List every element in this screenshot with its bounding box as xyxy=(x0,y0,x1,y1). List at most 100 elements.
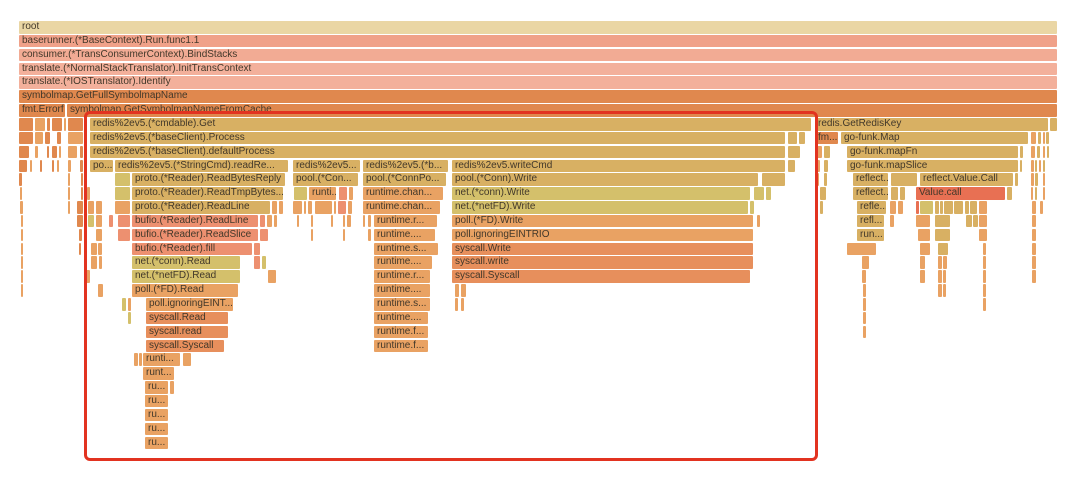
flame-frame[interactable]: syscall.Syscall xyxy=(146,339,224,353)
flame-frame-small[interactable] xyxy=(938,270,942,283)
flame-frame[interactable]: runti... xyxy=(309,187,336,200)
flame-frame-small[interactable] xyxy=(349,187,353,200)
flame-frame[interactable]: refle... xyxy=(857,201,886,214)
flame-frame-small[interactable] xyxy=(983,284,986,297)
flame-frame[interactable]: proto.(*Reader).ReadLine xyxy=(132,201,270,214)
flame-frame-small[interactable] xyxy=(943,256,947,269)
flame-frame-small[interactable] xyxy=(799,131,805,145)
flame-frame-small[interactable] xyxy=(1043,173,1045,186)
flame-frame-small[interactable] xyxy=(455,298,458,311)
flame-frame-small[interactable] xyxy=(47,145,49,159)
flame-frame-small[interactable] xyxy=(938,284,942,297)
flame-frame-small[interactable] xyxy=(80,145,83,159)
flame-frame[interactable]: runtime.chan... xyxy=(363,187,443,200)
flame-frame[interactable]: go-funk.Map xyxy=(841,131,1028,145)
flame-frame[interactable]: runtime.... xyxy=(374,284,430,297)
flame-frame[interactable]: runtime.f... xyxy=(374,325,428,339)
flame-frame[interactable]: fm... xyxy=(815,131,838,145)
flame-frame-small[interactable] xyxy=(19,118,33,131)
flame-frame-small[interactable] xyxy=(260,214,265,228)
flame-frame-small[interactable] xyxy=(1032,256,1036,269)
flame-frame-small[interactable] xyxy=(68,118,83,131)
flame-frame-small[interactable] xyxy=(68,187,70,200)
flame-frame-small[interactable] xyxy=(1020,145,1023,159)
flame-frame-small[interactable] xyxy=(1032,228,1036,242)
flame-frame[interactable]: syscall.Write xyxy=(452,242,753,256)
flame-frame-small[interactable] xyxy=(57,159,59,172)
flame-frame[interactable]: redis%2ev5.(*b... xyxy=(363,159,448,172)
flame-frame[interactable]: ru... xyxy=(145,381,168,394)
flame-frame-small[interactable] xyxy=(824,159,828,172)
flame-frame-small[interactable] xyxy=(183,353,191,366)
flame-frame[interactable]: baserunner.(*BaseContext).Run.func1.1 xyxy=(19,34,1057,48)
flame-frame-small[interactable] xyxy=(21,242,23,256)
flame-frame-small[interactable] xyxy=(1050,118,1057,131)
flame-frame-small[interactable] xyxy=(891,187,898,200)
flame-frame-small[interactable] xyxy=(965,201,969,214)
flame-frame-small[interactable] xyxy=(1032,201,1036,214)
flame-frame-small[interactable] xyxy=(68,201,70,214)
flame-frame[interactable]: reflect... xyxy=(853,173,888,186)
flame-frame-small[interactable] xyxy=(81,187,83,200)
flame-frame-small[interactable] xyxy=(98,242,102,256)
flame-frame[interactable]: redis%2ev5... xyxy=(293,159,360,172)
flame-frame-small[interactable] xyxy=(347,214,351,228)
flame-frame-small[interactable] xyxy=(970,201,977,214)
flame-frame-small[interactable] xyxy=(788,159,795,172)
flame-frame-small[interactable] xyxy=(983,242,986,256)
flame-frame-small[interactable] xyxy=(294,187,307,200)
flame-frame[interactable]: proto.(*Reader).ReadTmpBytes... xyxy=(132,187,283,200)
flame-frame-small[interactable] xyxy=(262,256,266,269)
flame-frame-small[interactable] xyxy=(815,159,820,172)
flame-frame-small[interactable] xyxy=(170,381,174,394)
flame-frame-small[interactable] xyxy=(1032,270,1036,283)
flame-frame[interactable]: translate.(*IOSTranslator).Identify xyxy=(19,76,1057,89)
flame-frame[interactable]: ru... xyxy=(145,394,168,408)
flame-frame[interactable]: pool.(*ConnPo... xyxy=(363,173,446,186)
flame-frame-small[interactable] xyxy=(944,201,953,214)
flame-frame-small[interactable] xyxy=(1040,201,1043,214)
flame-frame-small[interactable] xyxy=(68,145,77,159)
flame-frame[interactable]: poll.ignoringEINTRIO xyxy=(452,228,753,242)
flame-frame-small[interactable] xyxy=(339,187,347,200)
flame-frame[interactable]: redis.GetRedisKey xyxy=(815,118,1048,131)
flame-frame-small[interactable] xyxy=(118,228,130,242)
flame-frame[interactable]: poll.(*FD).Write xyxy=(452,214,753,228)
flame-frame-small[interactable] xyxy=(916,201,919,214)
flame-frame-small[interactable] xyxy=(1047,145,1049,159)
flame-frame-small[interactable] xyxy=(1046,131,1049,145)
flame-frame-small[interactable] xyxy=(1031,131,1036,145)
flame-frame[interactable]: syscall.write xyxy=(452,256,753,269)
flame-frame-small[interactable] xyxy=(898,201,903,214)
flame-frame[interactable]: ru... xyxy=(145,422,168,436)
flame-frame-small[interactable] xyxy=(979,214,987,228)
flame-frame[interactable]: runtime.... xyxy=(374,256,432,269)
flame-frame[interactable]: bufio.(*Reader).fill xyxy=(132,242,252,256)
flame-frame-small[interactable] xyxy=(272,201,277,214)
flame-frame[interactable]: reflect.Value.Call xyxy=(920,173,1013,186)
flame-frame[interactable]: Value.call xyxy=(916,187,1005,200)
flame-frame-small[interactable] xyxy=(279,201,283,214)
flame-frame-small[interactable] xyxy=(1015,173,1018,186)
flame-frame-small[interactable] xyxy=(368,228,371,242)
flame-frame-small[interactable] xyxy=(920,242,930,256)
flame-frame[interactable]: runtime.r... xyxy=(374,270,430,283)
flame-frame-small[interactable] xyxy=(815,187,818,200)
flame-frame-small[interactable] xyxy=(863,325,866,339)
flame-frame-small[interactable] xyxy=(1043,145,1045,159)
flame-frame-small[interactable] xyxy=(824,173,827,186)
flame-frame-small[interactable] xyxy=(788,145,800,159)
flame-frame-small[interactable] xyxy=(1038,131,1041,145)
flame-frame-small[interactable] xyxy=(862,270,866,283)
flame-frame-small[interactable] xyxy=(19,145,29,159)
flame-frame[interactable]: runtime.chan... xyxy=(363,201,440,214)
flame-frame-small[interactable] xyxy=(1035,173,1038,186)
flame-frame-small[interactable] xyxy=(368,214,371,228)
flame-frame-small[interactable] xyxy=(1020,159,1022,172)
flame-frame[interactable]: runt... xyxy=(143,367,174,380)
flame-frame-small[interactable] xyxy=(85,270,90,283)
flame-frame-small[interactable] xyxy=(30,159,32,172)
flame-frame-small[interactable] xyxy=(816,214,818,228)
flame-frame-small[interactable] xyxy=(64,118,66,131)
flame-frame-small[interactable] xyxy=(334,201,336,214)
